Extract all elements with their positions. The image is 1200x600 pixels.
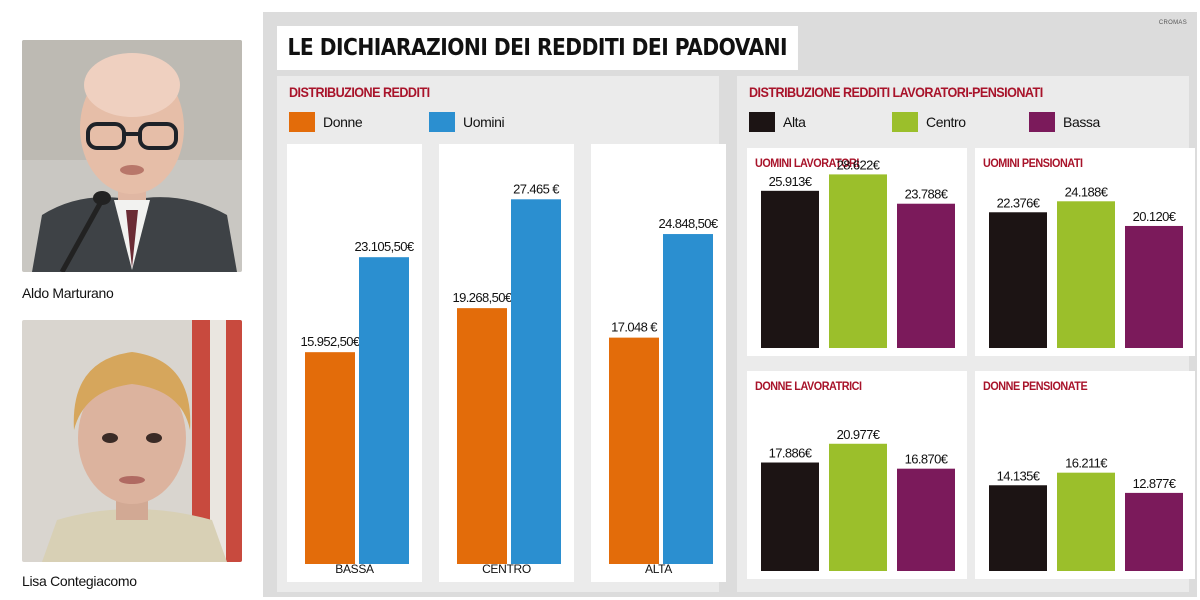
- value-label-alta-uomini-lavoratori: 25.913€: [769, 174, 813, 189]
- bar-alta-donne-lavoratrici: [761, 462, 819, 571]
- bars-donne-pensionate: 14.135€ 16.211€ 12.877€: [989, 456, 1183, 571]
- photo-lisa-contegiacomo: [22, 320, 242, 562]
- value-label-donne-centro: 19.268,50€: [452, 290, 512, 305]
- value-label-alta-donne-pensionate: 14.135€: [997, 468, 1041, 483]
- caption-lisa-contegiacomo: Lisa Contegiacomo: [22, 573, 137, 589]
- bars-alta: 17.048 € 24.848,50€: [609, 216, 719, 565]
- category-box-centro: 19.268,50€ 27.465 € CENTRO: [439, 144, 574, 582]
- caption-aldo-marturano: Aldo Marturano: [22, 285, 114, 301]
- legend-label-centro: Centro: [926, 114, 966, 130]
- bars-uomini-pensionati: 22.376€ 24.188€ 20.120€: [989, 184, 1183, 348]
- bars-bassa: 15.952,50€ 23.105,50€: [300, 239, 415, 564]
- legend-item-centro: Centro: [892, 112, 966, 132]
- section-lavoratori-pensionati: DISTRIBUZIONE REDDITI LAVORATORI-PENSION…: [737, 76, 1195, 592]
- bar-uomini-bassa: [359, 257, 409, 564]
- bar-bassa-uomini-lavoratori: [897, 203, 955, 348]
- panel-donne-pensionate: DONNE PENSIONATE 14.135€ 16.211€ 12.877€: [975, 371, 1195, 579]
- legend-label-uomini: Uomini: [463, 114, 505, 130]
- bar-centro-uomini-pensionati: [1057, 201, 1115, 348]
- panel-title-uomini-lavoratori: UOMINI LAVORATORI: [755, 156, 859, 170]
- legend-item-donne: Donne: [289, 112, 363, 132]
- bars-centro: 19.268,50€ 27.465 €: [452, 181, 561, 564]
- value-label-bassa-donne-lavoratrici: 16.870€: [905, 452, 949, 467]
- value-label-uomini-centro: 27.465 €: [513, 181, 560, 196]
- value-label-centro-uomini-pensionati: 24.188€: [1065, 184, 1109, 199]
- section-title-distribuzione-redditi: DISTRIBUZIONE REDDITI: [289, 84, 430, 100]
- category-label-alta: ALTA: [644, 562, 673, 576]
- value-label-donne-bassa: 15.952,50€: [300, 334, 360, 349]
- bar-donne-bassa: [305, 352, 355, 564]
- bar-bassa-donne-pensionate: [1125, 492, 1183, 571]
- legend-item-alta: Alta: [749, 112, 806, 132]
- portrait-man-image: [22, 40, 242, 272]
- bar-alta-uomini-lavoratori: [761, 190, 819, 348]
- swatch-donne: [289, 112, 315, 132]
- value-label-centro-donne-lavoratrici: 20.977€: [837, 427, 881, 442]
- value-label-bassa-uomini-pensionati: 20.120€: [1133, 209, 1177, 224]
- value-label-centro-uomini-lavoratori: 28.622€: [837, 157, 881, 172]
- bar-centro-donne-lavoratrici: [829, 443, 887, 571]
- portrait-woman-image: [22, 320, 242, 562]
- swatch-centro: [892, 112, 918, 132]
- legend-item-bassa: Bassa: [1029, 112, 1100, 132]
- value-label-uomini-alta: 24.848,50€: [658, 216, 718, 231]
- bar-bassa-uomini-pensionati: [1125, 225, 1183, 348]
- panel-title-donne-pensionate: DONNE PENSIONATE: [983, 379, 1088, 393]
- bar-alta-donne-pensionate: [989, 485, 1047, 571]
- panel-title-donne-lavoratrici: DONNE LAVORATRICI: [755, 379, 862, 393]
- panel-uomini-lavoratori: UOMINI LAVORATORI 25.913€ 28.622€ 23.788€: [747, 148, 967, 356]
- category-label-centro: CENTRO: [482, 562, 531, 576]
- photo-aldo-marturano: [22, 40, 242, 272]
- bar-donne-alta: [609, 337, 659, 564]
- value-label-centro-donne-pensionate: 16.211€: [1065, 456, 1108, 471]
- bar-alta-uomini-pensionati: [989, 212, 1047, 348]
- panel-title-uomini-pensionati: UOMINI PENSIONATI: [983, 156, 1083, 170]
- legend-label-alta: Alta: [783, 114, 806, 130]
- credit-text: CROMAS: [1158, 20, 1187, 26]
- panel-donne-lavoratrici: DONNE LAVORATRICI 17.886€ 20.977€ 16.870€: [747, 371, 967, 579]
- category-box-bassa: 15.952,50€ 23.105,50€ BASSA: [287, 144, 422, 582]
- bar-centro-donne-pensionate: [1057, 472, 1115, 571]
- value-label-alta-uomini-pensionati: 22.376€: [997, 195, 1041, 210]
- legend-label-bassa: Bassa: [1063, 114, 1100, 130]
- panel-uomini-pensionati: UOMINI PENSIONATI 22.376€ 24.188€ 20.120€: [975, 148, 1195, 356]
- bars-donne-lavoratrici: 17.886€ 20.977€ 16.870€: [761, 427, 955, 571]
- category-label-bassa: BASSA: [335, 562, 374, 576]
- swatch-alta: [749, 112, 775, 132]
- section-distribuzione-redditi: DISTRIBUZIONE REDDITI Donne Uomini 15.95…: [277, 76, 726, 592]
- value-label-bassa-donne-pensionate: 12.877€: [1133, 476, 1177, 491]
- swatch-bassa: [1029, 112, 1055, 132]
- bar-uomini-alta: [663, 234, 713, 565]
- bar-bassa-donne-lavoratrici: [897, 468, 955, 571]
- value-label-donne-alta: 17.048 €: [611, 320, 658, 335]
- legend-gender: Donne Uomini: [289, 112, 707, 132]
- section-title-lavoratori-pensionati: DISTRIBUZIONE REDDITI LAVORATORI-PENSION…: [749, 84, 1043, 100]
- bar-donne-centro: [457, 308, 507, 564]
- value-label-bassa-uomini-lavoratori: 23.788€: [905, 187, 949, 202]
- value-label-alta-donne-lavoratrici: 17.886€: [769, 446, 813, 461]
- bars-uomini-lavoratori: 25.913€ 28.622€ 23.788€: [761, 157, 955, 348]
- legend-label-donne: Donne: [323, 114, 363, 130]
- infographic-title: LE DICHIARAZIONI DEI REDDITI DEI PADOVAN…: [277, 26, 798, 70]
- category-box-alta: 17.048 € 24.848,50€ ALTA: [591, 144, 726, 582]
- bar-uomini-centro: [511, 199, 561, 564]
- legend-item-uomini: Uomini: [429, 112, 505, 132]
- swatch-uomini: [429, 112, 455, 132]
- legend-income-level: Alta Centro Bassa: [749, 112, 1177, 132]
- value-label-uomini-bassa: 23.105,50€: [354, 239, 414, 254]
- infographic-panel: CROMAS LE DICHIARAZIONI DEI REDDITI DEI …: [263, 12, 1197, 597]
- bar-centro-uomini-lavoratori: [829, 174, 887, 348]
